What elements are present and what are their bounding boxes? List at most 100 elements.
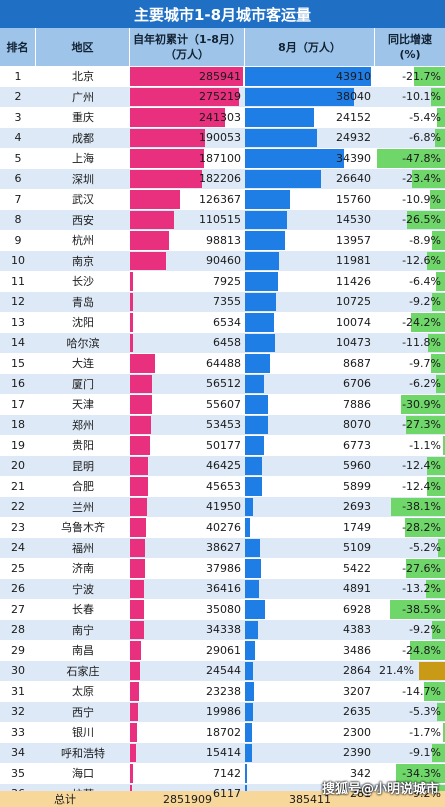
- cumulative-cell: 34338: [130, 620, 245, 641]
- yoy-value: -14.7%: [402, 684, 441, 698]
- cumulative-cell: 64488: [130, 353, 245, 374]
- cumulative-value: 24544: [206, 664, 241, 678]
- august-value: 10074: [336, 315, 371, 329]
- cumulative-value: 275219: [199, 90, 241, 104]
- rank-cell: 31: [11, 684, 25, 698]
- yoy-bar: [431, 292, 445, 311]
- cumulative-cell: 29061: [130, 640, 245, 661]
- table-row: 8 西安 110515 14530 -26.5%: [0, 209, 445, 230]
- cumulative-value: 29061: [206, 643, 241, 657]
- cumulative-cell: 6534: [130, 312, 245, 333]
- august-value: 13957: [336, 233, 371, 247]
- yoy-cell: -47.8%: [375, 148, 445, 169]
- august-bar: [245, 374, 265, 393]
- august-cell: 24152: [245, 107, 375, 128]
- rank-cell: 20: [11, 459, 25, 473]
- yoy-value: -9.7%: [409, 356, 441, 370]
- yoy-bar: [426, 579, 445, 598]
- rank-cell: 23: [11, 520, 25, 534]
- august-value: 5109: [343, 541, 371, 555]
- total-cumulative: 2851909: [163, 792, 212, 806]
- cumulative-bar: [130, 108, 226, 127]
- cumulative-value: 6534: [213, 315, 241, 329]
- august-value: 2300: [343, 725, 371, 739]
- rank-cell: 3: [14, 110, 22, 124]
- yoy-bar: [404, 518, 445, 537]
- august-bar: [245, 128, 317, 147]
- august-value: 3486: [343, 643, 371, 657]
- yoy-cell: -6.4%: [375, 271, 445, 292]
- yoy-bar: [401, 395, 445, 414]
- rank-cell: 15: [11, 356, 25, 370]
- table-row: 23 乌鲁木齐 40276 1749 -28.2%: [0, 517, 445, 538]
- august-bar: [245, 702, 253, 721]
- cumulative-value: 56512: [206, 377, 241, 391]
- yoy-cell: -10.1%: [375, 87, 445, 108]
- table-row: 12 青岛 7355 10725 -9.2%: [0, 291, 445, 313]
- august-bar: [245, 87, 355, 106]
- august-value: 2864: [343, 664, 371, 678]
- table-row: 24 福州 38627 5109 -5.2%: [0, 537, 445, 559]
- cumulative-value: 90460: [206, 254, 241, 268]
- cumulative-bar: [130, 251, 166, 270]
- august-cell: 10725: [245, 292, 375, 313]
- city-cell: 西安: [72, 213, 94, 227]
- august-cell: 13957: [245, 230, 375, 251]
- august-bar: [245, 620, 258, 639]
- yoy-cell: -9.2%: [375, 292, 445, 313]
- cumulative-bar: [130, 477, 149, 496]
- cumulative-bar: [130, 723, 138, 742]
- cumulative-cell: 90460: [130, 251, 245, 272]
- cumulative-bar: [130, 354, 156, 373]
- august-cell: 5109: [245, 538, 375, 559]
- yoy-bar: [429, 190, 445, 209]
- yoy-cell: -6.8%: [375, 128, 445, 149]
- august-value: 5899: [343, 479, 371, 493]
- august-bar: [245, 600, 265, 619]
- cumulative-value: 41950: [206, 500, 241, 514]
- header-rank: 排名: [0, 28, 36, 66]
- city-cell: 哈尔滨: [66, 336, 100, 350]
- yoy-cell: -10.9%: [375, 189, 445, 210]
- yoy-value: -9.1%: [409, 746, 441, 760]
- yoy-cell: -8.9%: [375, 230, 445, 251]
- yoy-cell: -1.7%: [375, 722, 445, 743]
- cumulative-cell: 56512: [130, 374, 245, 395]
- rank-cell: 28: [11, 623, 25, 637]
- yoy-bar: [436, 374, 445, 393]
- august-cell: 3486: [245, 640, 375, 661]
- yoy-cell: -13.2%: [375, 579, 445, 600]
- rank-cell: 35: [11, 766, 25, 780]
- august-cell: 6773: [245, 435, 375, 456]
- rank-cell: 22: [11, 500, 25, 514]
- rank-cell: 6: [14, 172, 22, 186]
- august-cell: 1749: [245, 517, 375, 538]
- yoy-bar: [435, 128, 445, 147]
- rank-cell: 2: [14, 90, 22, 104]
- cumulative-bar: [130, 661, 140, 680]
- august-value: 2693: [343, 500, 371, 514]
- cumulative-value: 285941: [199, 69, 241, 83]
- cumulative-bar: [130, 415, 152, 434]
- yoy-cell: -9.1%: [375, 743, 445, 764]
- city-cell: 上海: [72, 152, 94, 166]
- august-cell: 11426: [245, 271, 375, 292]
- august-cell: 5422: [245, 558, 375, 579]
- table-row: 25 济南 37986 5422 -27.6%: [0, 558, 445, 579]
- city-cell: 石家庄: [66, 664, 100, 678]
- august-cell: 6928: [245, 599, 375, 620]
- august-value: 14530: [336, 213, 371, 227]
- yoy-value: -5.4%: [409, 110, 441, 124]
- cumulative-value: 98813: [206, 233, 241, 247]
- header-yoy-line1: 同比增速: [388, 33, 432, 46]
- yoy-cell: -9.2%: [375, 620, 445, 641]
- august-cell: 8070: [245, 415, 375, 436]
- total-row: 总计 2851909 385411: [0, 791, 445, 807]
- rank-cell: 21: [11, 479, 25, 493]
- august-value: 15760: [336, 192, 371, 206]
- cumulative-cell: 15414: [130, 743, 245, 764]
- cumulative-value: 64488: [206, 356, 241, 370]
- cumulative-value: 35080: [206, 602, 241, 616]
- cumulative-cell: 50177: [130, 435, 245, 456]
- cumulative-value: 187100: [199, 151, 241, 165]
